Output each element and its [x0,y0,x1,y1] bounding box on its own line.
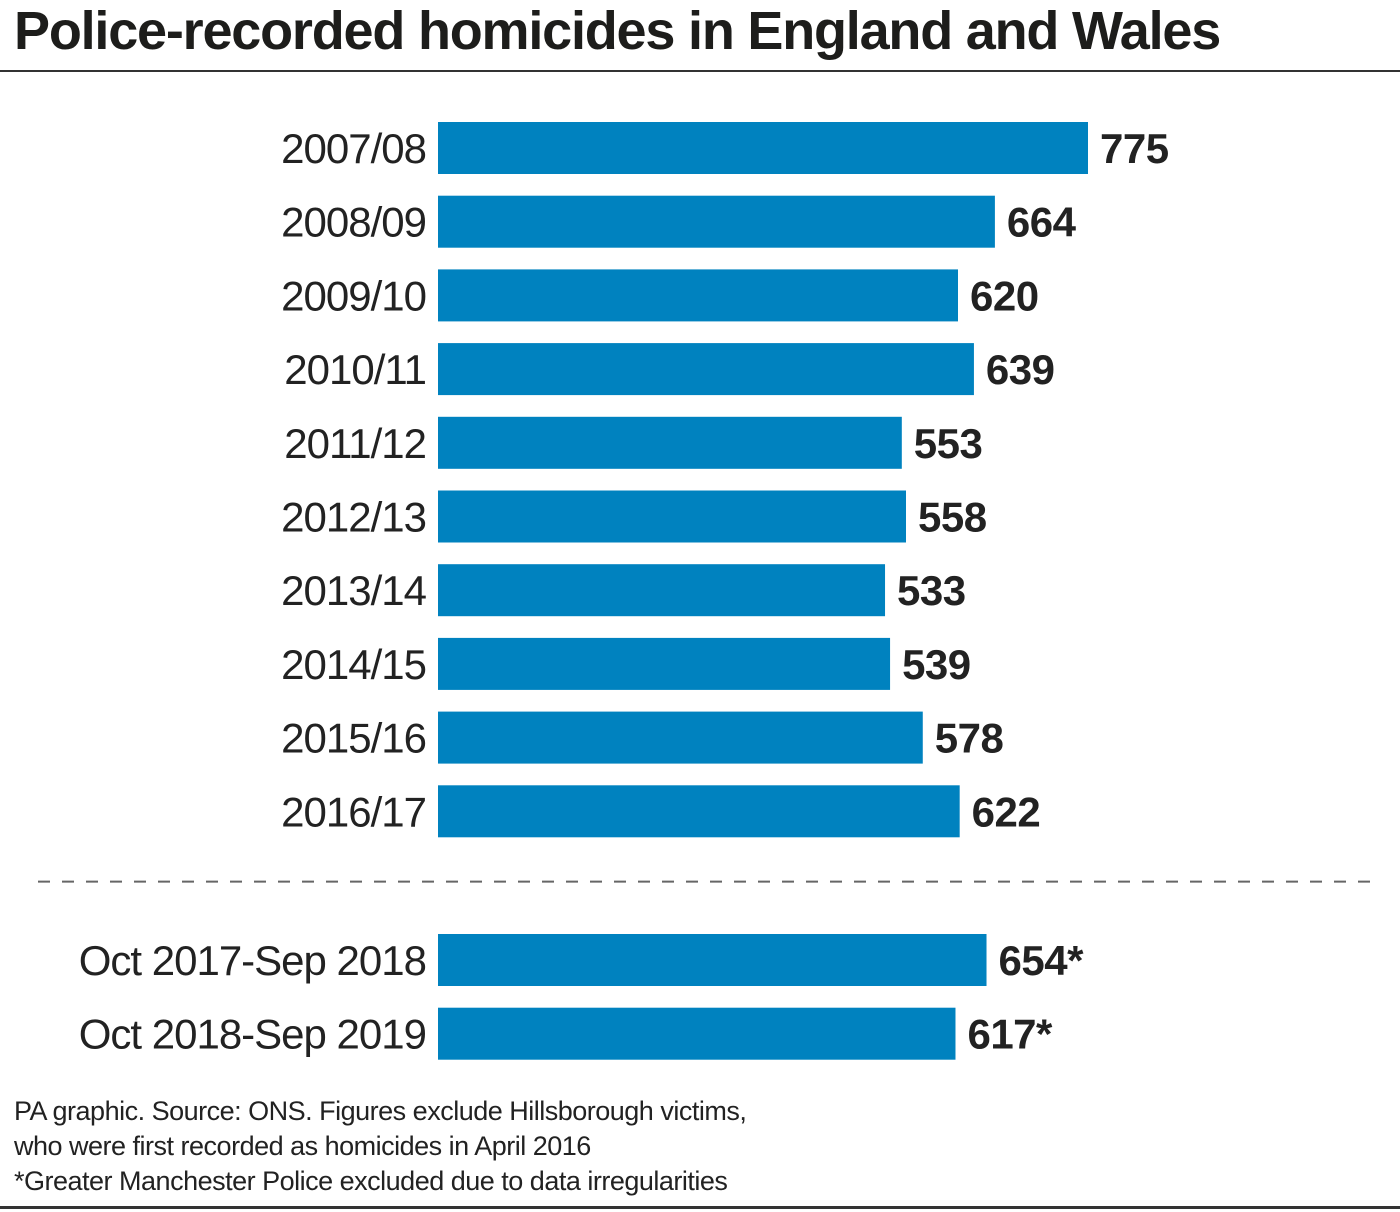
value-label-1: 664 [1007,199,1077,246]
value-label-7: 539 [902,641,971,688]
category-label-8: 2015/16 [281,715,426,762]
value-label-4: 553 [914,420,983,467]
source-line-2: who were first recorded as homicides in … [14,1131,591,1161]
bar-6 [438,564,886,617]
category-label-6: 2013/14 [281,567,426,614]
bar-9 [438,785,960,838]
bar-5 [438,490,906,543]
value-label-8: 578 [935,715,1004,762]
value-label-5: 558 [918,494,987,541]
bar-11 [438,1007,956,1060]
bar-0 [438,122,1088,174]
bar-3 [438,343,974,396]
chart-title: Police-recorded homicides in England and… [14,1,1221,61]
category-label-7: 2014/15 [281,641,426,688]
source-note: PA graphic. Source: ONS. Figures exclude… [14,1094,1384,1199]
bar-8 [438,711,923,764]
value-label-2: 620 [970,272,1039,319]
category-label-11: Oct 2018-Sep 2019 [79,1011,426,1058]
value-label-10: 654* [999,937,1085,984]
value-label-11: 617* [967,1011,1053,1058]
category-label-2: 2009/10 [281,272,426,319]
bar-4 [438,416,902,469]
category-label-0: 2007/08 [281,125,426,172]
category-label-3: 2010/11 [284,346,426,393]
value-label-3: 639 [986,346,1055,393]
value-label-9: 622 [972,788,1041,835]
value-label-6: 533 [897,567,966,614]
value-label-0: 775 [1100,125,1169,172]
bar-2 [438,269,958,322]
category-label-1: 2008/09 [281,199,426,246]
bar-10 [438,934,987,986]
category-label-10: Oct 2017-Sep 2018 [79,937,426,984]
bar-7 [438,637,891,690]
source-line-1: PA graphic. Source: ONS. Figures exclude… [14,1096,747,1126]
bar-chart: 2007/08 775 2008/09 664 2009/10 620 2010/11 639… [38,122,1372,1060]
footnote: *Greater Manchester Police excluded due … [14,1166,728,1196]
category-label-9: 2016/17 [281,788,426,835]
bottom-divider [0,1206,1400,1209]
category-label-5: 2012/13 [281,494,426,541]
title-divider [0,70,1400,72]
bar-1 [438,195,995,248]
category-label-4: 2011/12 [284,420,426,467]
